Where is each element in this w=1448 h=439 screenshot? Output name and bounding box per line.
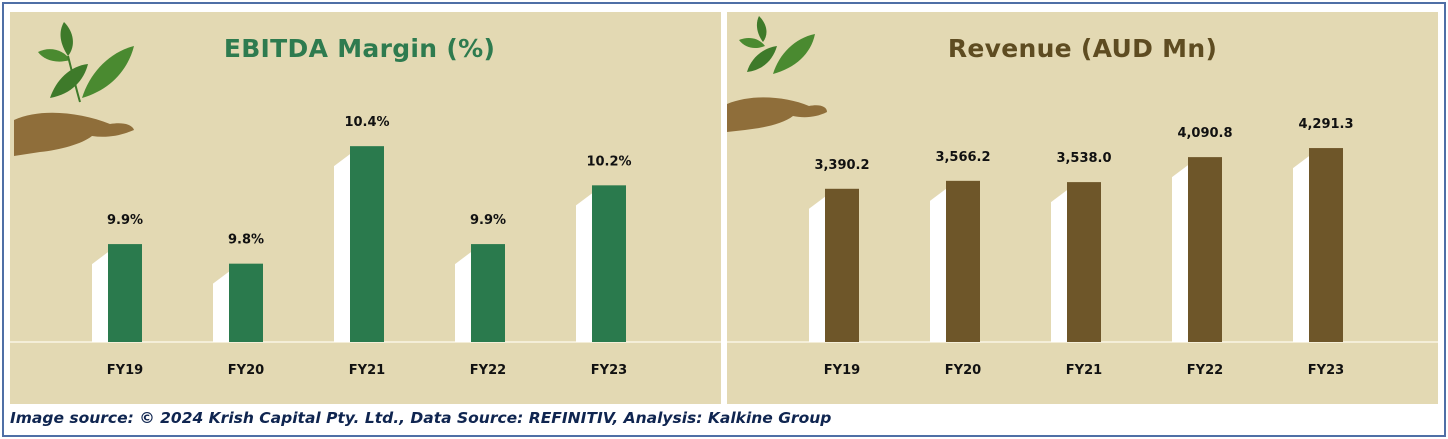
x-tick-fy19: FY19 [824, 363, 860, 378]
bar-shadow [809, 196, 825, 342]
image-source-caption: Image source: © 2024 Krish Capital Pty. … [10, 409, 832, 427]
bar-shadow [1293, 156, 1309, 342]
data-label-fy19: 9.9% [107, 213, 143, 228]
data-label-fy22: 4,090.8 [1177, 126, 1232, 141]
plant-in-hand-icon [727, 16, 827, 132]
x-tick-fy23: FY23 [1308, 363, 1344, 378]
bar-shadow [213, 271, 229, 342]
bar-shadow [334, 154, 350, 342]
bar-fy21 [350, 146, 384, 342]
data-label-fy23: 10.2% [586, 154, 631, 169]
revenue-chart-panel: 3,390.2 FY19 3,566.2 FY20 3,538.0 FY21 4,090.8… [727, 12, 1438, 404]
plant-in-hand-icon [14, 22, 134, 156]
x-tick-fy19: FY19 [107, 363, 143, 378]
bar-fy19 [825, 188, 859, 342]
data-label-fy22: 9.9% [470, 213, 506, 228]
x-tick-fy22: FY22 [1187, 363, 1223, 378]
bar-shadow [576, 193, 592, 342]
data-label-fy21: 3,538.0 [1056, 151, 1111, 166]
x-tick-fy21: FY21 [349, 363, 385, 378]
x-tick-fy20: FY20 [945, 363, 981, 378]
bar-fy22 [471, 244, 505, 342]
bar-fy20 [229, 263, 263, 342]
bar-fy22 [1188, 157, 1222, 342]
data-label-fy21: 10.4% [344, 115, 389, 130]
ebitda-chart-svg: 9.9% FY19 9.8% FY20 10.4% FY21 9.9% FY22 10.2% FY… [10, 22, 721, 378]
ebitda-chart-title: EBITDA Margin (%) [223, 34, 496, 63]
ebitda-chart-panel: 9.9% FY19 9.8% FY20 10.4% FY21 9.9% FY22 10.2% FY… [10, 12, 721, 404]
bar-shadow [1051, 190, 1067, 342]
bar-fy21 [1067, 182, 1101, 342]
data-label-fy20: 3,566.2 [935, 150, 990, 165]
x-tick-fy23: FY23 [591, 363, 627, 378]
bar-fy23 [592, 185, 626, 342]
x-tick-fy21: FY21 [1066, 363, 1102, 378]
bar-shadow [92, 252, 108, 342]
bar-fy20 [946, 180, 980, 342]
bar-shadow [455, 252, 471, 342]
bar-shadow [1172, 165, 1188, 342]
bar-fy19 [108, 244, 142, 342]
data-label-fy23: 4,291.3 [1298, 117, 1353, 132]
x-tick-fy20: FY20 [228, 363, 264, 378]
data-label-fy20: 9.8% [228, 233, 264, 248]
bar-fy23 [1309, 148, 1343, 342]
x-tick-fy22: FY22 [470, 363, 506, 378]
panel-divider [722, 12, 726, 404]
data-label-fy19: 3,390.2 [814, 158, 869, 173]
revenue-chart-title: Revenue (AUD Mn) [947, 34, 1218, 63]
bar-shadow [930, 188, 946, 342]
revenue-chart-svg: 3,390.2 FY19 3,566.2 FY20 3,538.0 FY21 4,090.8… [727, 16, 1438, 378]
